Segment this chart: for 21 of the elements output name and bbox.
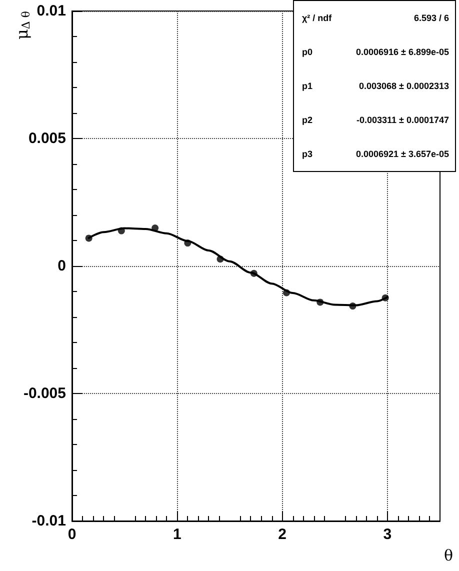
y-tick-label: 0 [58, 258, 66, 274]
annotation: χ² / ndf [301, 12, 333, 25]
x-tick-label: 2 [278, 526, 286, 543]
annotation: -0.003311 ± 0.0001747 [355, 114, 450, 127]
annotation: p1 [301, 80, 314, 93]
x-axis-title: θ [444, 546, 453, 564]
y-tick-label: -0.005 [23, 385, 66, 402]
annotation: 6.593 / 6 [412, 12, 450, 25]
annotation: 0.0006921 ± 3.657e-05 [354, 148, 450, 161]
y-tick-label: 0.005 [28, 130, 66, 147]
annotation: p2 [301, 114, 314, 127]
x-tick-label: 0 [68, 526, 76, 543]
y-tick-label: 0.01 [36, 2, 66, 20]
annotation: 0.0006916 ± 6.899e-05 [354, 46, 450, 59]
y-axis-title: μΔ θ [12, 10, 32, 40]
annotation: p3 [301, 148, 314, 161]
x-tick-label: 3 [383, 526, 392, 543]
x-tick-label: 1 [172, 526, 182, 543]
annotation: 0.003068 ± 0.0002313 [358, 80, 450, 93]
annotation: p0 [301, 46, 314, 59]
y-tick-label: -0.01 [32, 512, 66, 530]
